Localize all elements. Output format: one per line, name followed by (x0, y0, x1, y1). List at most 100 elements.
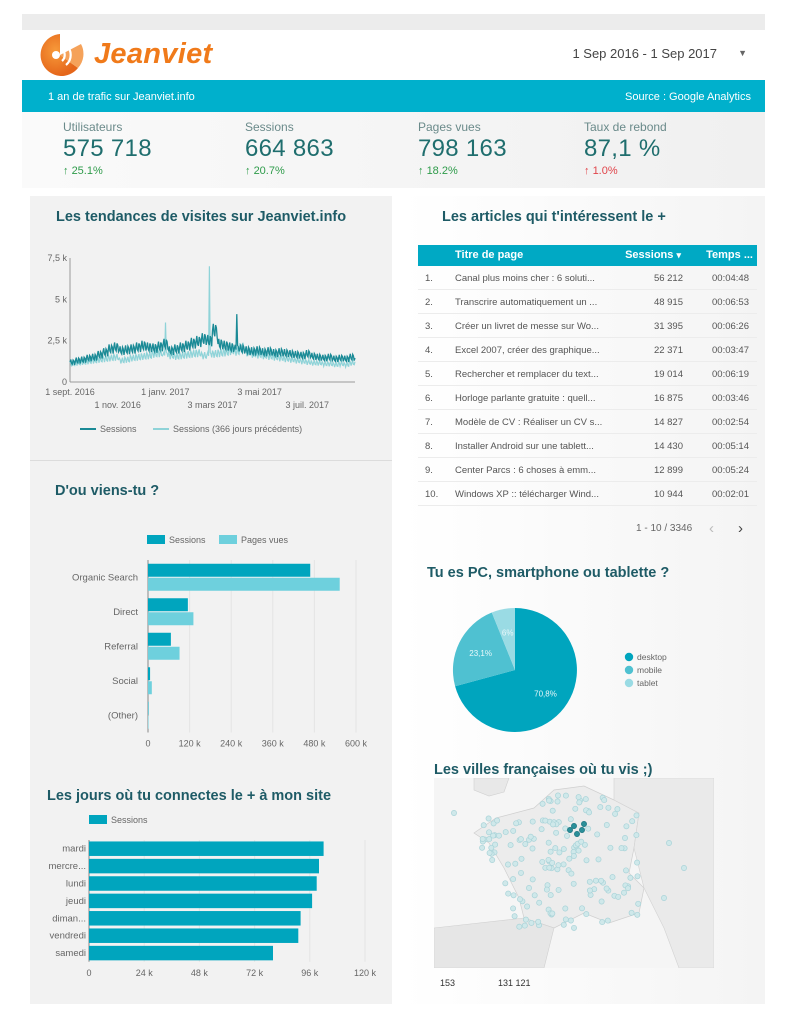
city-marker[interactable] (575, 847, 582, 854)
city-marker[interactable] (582, 796, 589, 803)
city-marker[interactable] (666, 840, 672, 846)
city-marker[interactable] (517, 896, 523, 903)
city-marker[interactable] (480, 822, 487, 829)
city-marker[interactable] (553, 829, 560, 836)
chevron-down-icon[interactable]: ▼ (738, 48, 747, 58)
city-marker[interactable] (529, 876, 536, 883)
city-marker[interactable] (598, 898, 605, 905)
city-marker[interactable] (633, 812, 640, 819)
city-marker[interactable] (586, 809, 593, 816)
column-header-time[interactable]: Temps ... (706, 249, 753, 261)
city-marker[interactable] (578, 838, 585, 845)
city-marker[interactable] (555, 862, 562, 869)
bar-sessions[interactable] (148, 667, 151, 681)
city-marker[interactable] (560, 921, 567, 928)
city-marker[interactable] (496, 832, 502, 839)
column-header-title[interactable]: Titre de page (455, 249, 524, 261)
city-marker[interactable] (542, 817, 549, 824)
city-marker[interactable] (579, 905, 585, 912)
row-title[interactable]: Modèle de CV : Réaliser un CV s... (455, 417, 603, 428)
city-marker[interactable] (567, 917, 574, 924)
city-marker[interactable] (634, 873, 641, 880)
city-marker[interactable] (562, 905, 569, 912)
row-title[interactable]: Windows XP :: télécharger Wind... (455, 489, 599, 500)
city-marker[interactable] (513, 820, 520, 827)
city-marker[interactable] (605, 804, 612, 811)
city-marker[interactable] (570, 853, 577, 859)
city-marker[interactable] (510, 905, 517, 912)
table-row[interactable]: 5. Rechercher et remplacer du text... 19 0… (418, 362, 757, 386)
city-marker[interactable] (571, 924, 577, 931)
city-marker[interactable] (576, 799, 583, 806)
city-marker-paris[interactable] (571, 823, 577, 829)
city-marker[interactable] (633, 832, 640, 839)
city-marker[interactable] (681, 865, 687, 871)
city-marker[interactable] (529, 845, 536, 852)
city-marker[interactable] (510, 876, 517, 883)
pie-slice-tablet[interactable] (491, 608, 515, 670)
city-marker-paris[interactable] (574, 831, 580, 837)
city-marker[interactable] (546, 797, 552, 804)
bar-pages-vues[interactable] (148, 646, 180, 660)
city-marker[interactable] (505, 861, 511, 868)
city-marker[interactable] (618, 845, 625, 852)
city-marker-paris[interactable] (581, 821, 587, 827)
city-marker[interactable] (524, 903, 531, 910)
bar-pages-vues[interactable] (148, 681, 152, 695)
city-marker[interactable] (594, 831, 601, 838)
city-marker[interactable] (555, 886, 562, 893)
city-marker[interactable] (597, 804, 604, 811)
city-marker[interactable] (566, 855, 573, 862)
bar-pages-vues[interactable] (148, 577, 340, 591)
city-marker[interactable] (601, 797, 608, 804)
city-marker[interactable] (628, 909, 635, 916)
city-marker[interactable] (634, 859, 641, 866)
city-marker[interactable] (489, 857, 496, 863)
city-marker[interactable] (585, 825, 592, 832)
city-marker[interactable] (623, 867, 629, 874)
city-marker[interactable] (634, 911, 641, 918)
city-marker[interactable] (486, 849, 493, 856)
city-marker[interactable] (604, 917, 611, 924)
city-marker[interactable] (612, 810, 619, 817)
city-marker[interactable] (488, 844, 495, 851)
table-row[interactable]: 2. Transcrire automatiquement un ... 48 91… (418, 290, 757, 314)
column-header-sessions[interactable]: Sessions ▾ (625, 249, 681, 261)
city-marker[interactable] (595, 856, 602, 863)
row-title[interactable]: Transcrire automatiquement un ... (455, 297, 598, 308)
pie-slice-mobile[interactable] (452, 612, 515, 687)
bar-sessions[interactable] (148, 598, 188, 612)
city-marker[interactable] (547, 892, 554, 899)
city-marker[interactable] (502, 829, 509, 836)
city-marker[interactable] (539, 858, 546, 865)
row-title[interactable]: Créer un livret de messe sur Wo... (455, 321, 599, 332)
city-marker[interactable] (564, 832, 570, 839)
bar-sessions[interactable] (89, 841, 324, 856)
pie-slice-desktop[interactable] (455, 608, 577, 732)
row-title[interactable]: Rechercher et remplacer du text... (455, 369, 599, 380)
city-marker[interactable] (512, 860, 519, 867)
city-marker[interactable] (615, 893, 622, 900)
city-marker[interactable] (603, 822, 610, 828)
row-title[interactable]: Center Parcs : 6 choses à emm... (455, 465, 596, 476)
city-marker[interactable] (549, 807, 556, 814)
bar-sessions[interactable] (148, 632, 171, 646)
table-row[interactable]: 9. Center Parcs : 6 choses à emm... 12 899… (418, 458, 757, 482)
city-marker[interactable] (586, 887, 593, 894)
city-marker[interactable] (522, 841, 529, 847)
city-marker[interactable] (549, 910, 556, 917)
city-marker[interactable] (510, 827, 517, 834)
city-marker[interactable] (622, 835, 628, 841)
city-marker[interactable] (518, 869, 524, 876)
table-row[interactable]: 6. Horloge parlante gratuite : quell... 16… (418, 386, 757, 410)
city-marker[interactable] (547, 848, 554, 855)
city-marker[interactable] (522, 916, 529, 923)
city-marker[interactable] (592, 877, 599, 884)
city-marker[interactable] (581, 841, 588, 848)
city-marker[interactable] (609, 874, 616, 881)
city-marker[interactable] (629, 818, 636, 825)
bar-sessions[interactable] (89, 911, 301, 926)
cities-geo-map[interactable] (434, 778, 714, 968)
row-title[interactable]: Installer Android sur une tablett... (455, 441, 594, 452)
city-marker[interactable] (550, 821, 556, 828)
